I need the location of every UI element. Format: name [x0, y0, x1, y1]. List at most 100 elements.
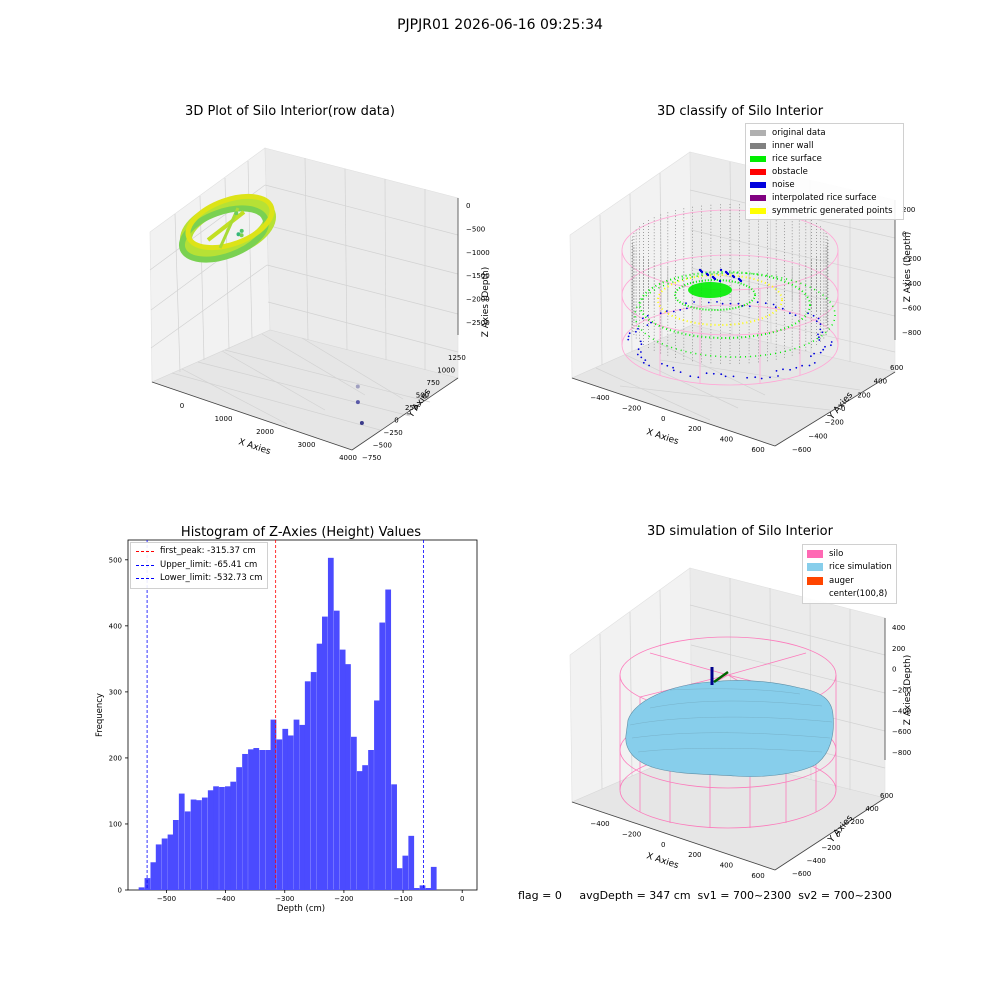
legend-label: auger [829, 575, 854, 586]
histogram-bar [333, 610, 340, 890]
legend-label: center(100,8) [829, 589, 888, 600]
noise-point [819, 328, 822, 331]
histogram-bar [430, 866, 437, 890]
legend-swatch [750, 142, 766, 149]
y-tick-label: 600 [890, 364, 903, 372]
noise-point [705, 372, 708, 375]
noise-point [635, 330, 637, 333]
noise-point [830, 344, 832, 347]
histogram-bar [144, 878, 151, 890]
noise-point [672, 310, 675, 313]
x-tick-label: 400 [720, 862, 733, 870]
x-tick-label: 400 [720, 436, 733, 444]
noise-point [817, 317, 820, 320]
legend-label: noise [772, 179, 795, 190]
noise-point [819, 323, 822, 325]
noise-point [679, 371, 682, 373]
histogram-bar [150, 862, 157, 890]
noise-point [719, 268, 723, 272]
x-tick-label: −500 [157, 895, 176, 903]
outlier-point [234, 211, 239, 216]
histogram-bar [413, 888, 420, 890]
noise-point [641, 317, 644, 320]
histogram-bar [345, 664, 351, 890]
noise-point [672, 369, 675, 372]
x-tick-label: −200 [334, 895, 353, 903]
y-tick-label: −200 [821, 844, 840, 852]
outlier-point [239, 233, 244, 238]
noise-point [679, 309, 682, 311]
legend-swatch [807, 590, 823, 599]
legend-swatch [750, 155, 766, 162]
z-tick-label: −800 [892, 749, 911, 757]
noise-point [817, 333, 819, 336]
histogram-bar [190, 799, 197, 890]
legend-item: rice simulation [807, 561, 892, 575]
noise-point [812, 314, 815, 317]
noise-point [732, 375, 735, 378]
noise-point [718, 279, 722, 283]
legend-line-swatch [136, 578, 154, 580]
histogram-bar [172, 820, 179, 890]
z-tick-label: −2000 [466, 296, 490, 304]
y-tick-label: 0 [841, 405, 845, 413]
histogram-bar [408, 835, 415, 890]
threshold-lines [146, 540, 424, 890]
y-tick-label: 500 [416, 392, 429, 400]
y-axis-label: Frequency [95, 693, 105, 737]
z-axis-label: Z Axies (Depth) [481, 267, 491, 338]
y-tick-label: −400 [808, 432, 827, 440]
y-tick-label: 600 [880, 792, 893, 800]
noise-point [648, 364, 650, 367]
noise-point [689, 375, 692, 378]
y-tick-label: 0 [118, 887, 122, 895]
histogram-bar [379, 622, 386, 890]
z-tick-label: −1000 [466, 249, 490, 257]
z-tick-label: −200 [902, 255, 921, 263]
noise-point [642, 361, 645, 364]
histogram-bar [299, 724, 306, 890]
histogram-bar [351, 736, 357, 890]
noise-point [821, 331, 824, 334]
z-tick-label: 0 [466, 202, 470, 210]
z-tick-label: −400 [902, 280, 921, 288]
noise-point [737, 302, 740, 305]
noise-point [822, 348, 825, 351]
x-ticks: −500 −400 −300 −200 −100 0 [157, 890, 464, 903]
z-tick-label: −2500 [466, 319, 490, 327]
noise-point [810, 355, 812, 358]
x-tick-label: −300 [275, 895, 294, 903]
noise-point [640, 356, 643, 359]
legend-item: center(100,8) [807, 588, 892, 602]
x-tick-label: 0 [180, 402, 184, 410]
histogram-bar [310, 672, 317, 890]
histogram-bar [396, 868, 403, 890]
noise-point [732, 275, 736, 279]
noise-point [819, 351, 822, 354]
noise-point [716, 301, 718, 303]
y-axis-line [774, 797, 886, 871]
x-tick-label: −400 [590, 394, 609, 402]
noise-point [665, 310, 668, 312]
legend-label: inner wall [772, 140, 814, 151]
x-tick-label: 0 [661, 415, 665, 423]
y-tick-label: 400 [874, 378, 887, 386]
y-ticks: 0 100 200 300 400 500 [109, 556, 128, 895]
y-tick-label: −600 [792, 446, 811, 454]
histogram-bar [213, 786, 219, 890]
histogram-bar [225, 786, 231, 890]
legend-item: silo [807, 547, 892, 561]
histogram-bar [374, 700, 380, 890]
legend-item: Upper_limit: -65.41 cm [136, 559, 262, 573]
x-axis-label: X Axies [237, 437, 272, 457]
legend-swatch [807, 576, 823, 585]
legend-item: obstacle [750, 165, 899, 178]
histogram-bar [196, 800, 202, 890]
y-tick-label: −500 [373, 442, 392, 450]
legend-line-swatch [136, 551, 154, 553]
histogram-bar [207, 790, 214, 890]
x-tick-label: 0 [661, 841, 665, 849]
legend-item: rice surface [750, 152, 899, 165]
histogram-bar [339, 649, 346, 890]
